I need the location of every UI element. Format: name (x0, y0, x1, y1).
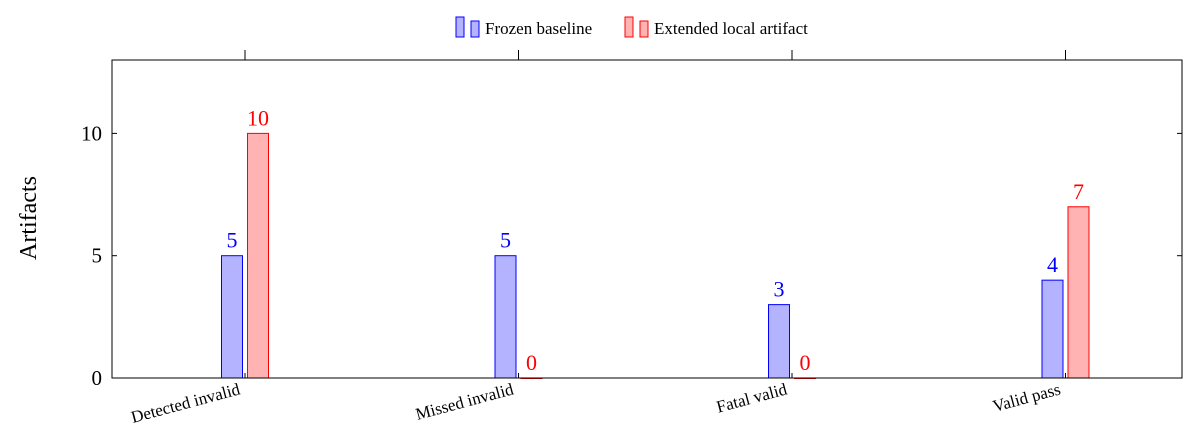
data-label: 4 (1047, 252, 1058, 277)
bar-frozen-baseline (768, 304, 790, 379)
y-tick-label: 5 (92, 244, 103, 268)
bar-frozen-baseline (494, 255, 517, 379)
legend-swatch-extended-1 (624, 16, 634, 38)
data-label: 7 (1073, 179, 1084, 204)
legend-item-extended-local-artifact: Extended local artifact (624, 16, 808, 38)
y-axis: 0 5 10 (81, 121, 1182, 390)
data-label: 10 (247, 105, 269, 130)
data-label: 5 (227, 228, 238, 253)
data-label: 0 (800, 350, 811, 375)
x-category-label: Valid pass (991, 380, 1063, 416)
legend-swatch-frozen-baseline-2 (470, 20, 480, 38)
y-tick-label: 0 (92, 366, 103, 390)
data-label: 0 (526, 350, 537, 375)
x-category-label: Missed invalid (413, 379, 516, 424)
data-label: 5 (500, 228, 511, 253)
bar-extended-local-artifact (247, 132, 269, 379)
x-category-label: Fatal valid (714, 379, 789, 416)
legend-swatch-frozen-baseline-1 (455, 16, 465, 38)
data-label: 3 (774, 277, 785, 302)
legend-label-extended-local-artifact: Extended local artifact (654, 19, 808, 38)
plot-frame (111, 59, 1183, 379)
x-category-label: Detected invalid (129, 379, 242, 426)
plot-area: 5 5 3 4 10 0 0 7 (221, 105, 1090, 379)
legend-label-frozen-baseline: Frozen baseline (485, 19, 592, 38)
legend-swatch-extended-2 (639, 20, 649, 38)
y-tick-label: 10 (81, 121, 102, 145)
bar-extended-local-artifact (1067, 206, 1090, 379)
x-axis: Detected invalid Missed invalid Fatal vali… (129, 50, 1066, 427)
y-axis-title: Artifacts (16, 176, 42, 260)
bar-frozen-baseline (221, 255, 243, 379)
bar-frozen-baseline (1041, 279, 1064, 379)
legend-item-frozen-baseline: Frozen baseline (455, 16, 592, 38)
legend: Frozen baseline Extended local artifact (455, 16, 808, 38)
